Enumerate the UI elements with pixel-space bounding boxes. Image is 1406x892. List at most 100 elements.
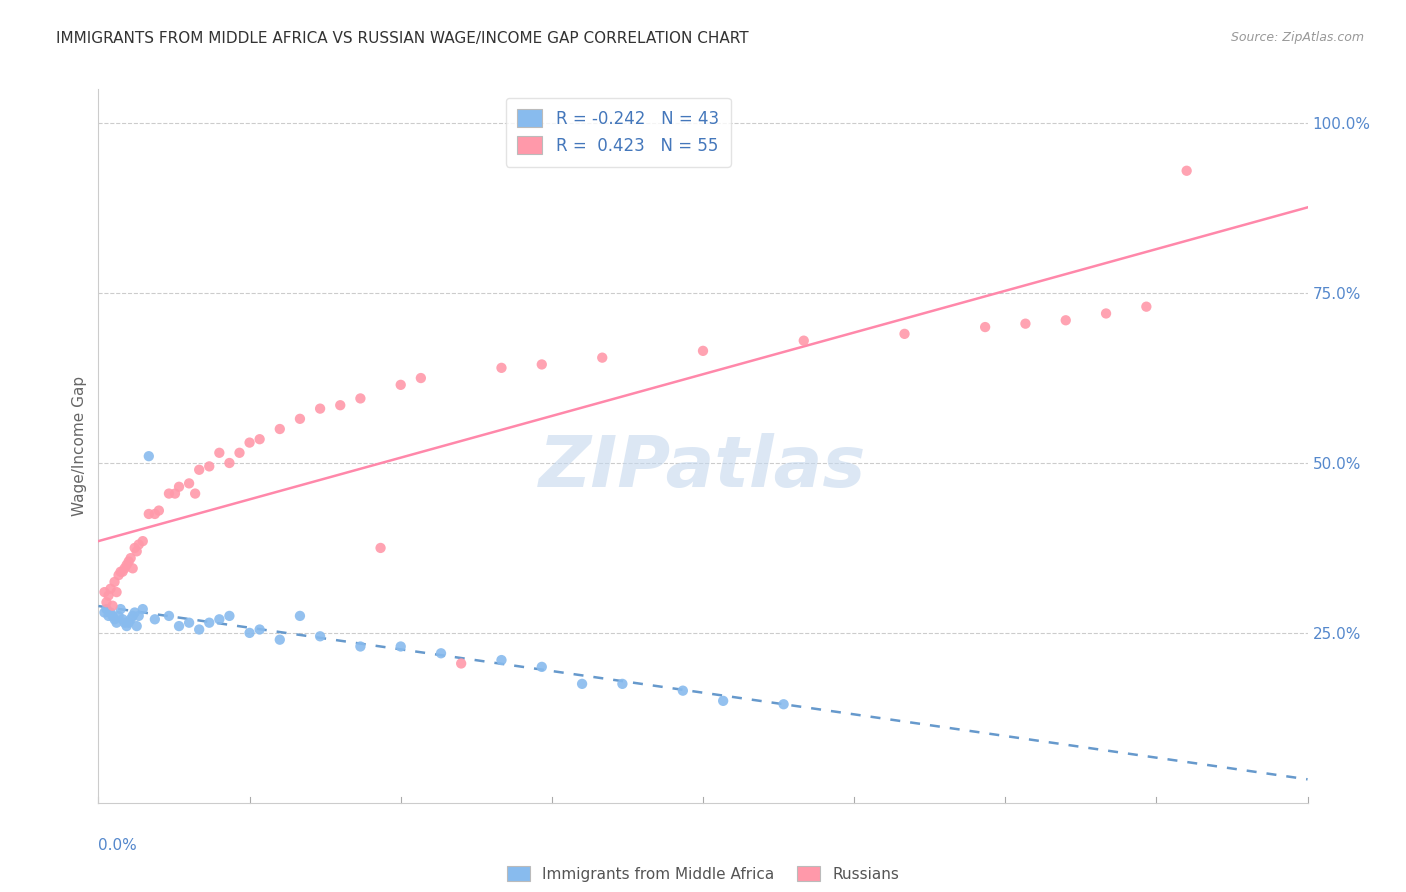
Point	[239, 626, 262, 640]
Text: 0.0%: 0.0%	[98, 838, 138, 854]
Point	[93, 606, 115, 620]
Point	[100, 606, 122, 620]
Point	[167, 619, 190, 633]
Point	[389, 377, 412, 392]
Point	[349, 392, 371, 406]
Point	[1175, 163, 1198, 178]
Point	[288, 412, 311, 426]
Y-axis label: Wage/Income Gap: Wage/Income Gap	[72, 376, 87, 516]
Point	[143, 612, 166, 626]
Point	[110, 602, 132, 616]
Point	[228, 446, 250, 460]
Point	[115, 558, 138, 572]
Point	[118, 555, 141, 569]
Point	[370, 541, 392, 555]
Point	[591, 351, 613, 365]
Point	[1054, 313, 1077, 327]
Point	[974, 320, 997, 334]
Point	[120, 612, 142, 626]
Point	[138, 507, 160, 521]
Point	[711, 694, 734, 708]
Point	[288, 608, 311, 623]
Point	[107, 568, 129, 582]
Point	[571, 677, 593, 691]
Point	[93, 585, 115, 599]
Point	[349, 640, 371, 654]
Point	[96, 595, 118, 609]
Point	[120, 551, 142, 566]
Point	[530, 358, 553, 372]
Point	[239, 435, 262, 450]
Point	[103, 612, 125, 626]
Text: IMMIGRANTS FROM MIDDLE AFRICA VS RUSSIAN WAGE/INCOME GAP CORRELATION CHART: IMMIGRANTS FROM MIDDLE AFRICA VS RUSSIAN…	[56, 31, 749, 46]
Point	[121, 561, 143, 575]
Point	[100, 582, 122, 596]
Point	[1014, 317, 1036, 331]
Point	[530, 660, 553, 674]
Point	[114, 615, 136, 630]
Point	[111, 565, 134, 579]
Point	[163, 486, 186, 500]
Point	[188, 463, 211, 477]
Point	[249, 623, 271, 637]
Point	[107, 608, 129, 623]
Point	[101, 599, 124, 613]
Point	[157, 486, 180, 500]
Point	[105, 615, 128, 630]
Point	[132, 602, 155, 616]
Point	[198, 459, 221, 474]
Point	[121, 608, 143, 623]
Point	[389, 640, 412, 654]
Point	[208, 612, 231, 626]
Point	[269, 632, 291, 647]
Point	[124, 606, 146, 620]
Point	[184, 486, 207, 500]
Point	[491, 360, 513, 375]
Point	[97, 589, 120, 603]
Point	[111, 612, 134, 626]
Point	[118, 615, 141, 630]
Point	[772, 698, 794, 712]
Point	[157, 608, 180, 623]
Point	[269, 422, 291, 436]
Legend: Immigrants from Middle Africa, Russians: Immigrants from Middle Africa, Russians	[501, 860, 905, 888]
Point	[179, 476, 201, 491]
Point	[114, 561, 136, 575]
Point	[125, 544, 148, 558]
Point	[125, 619, 148, 633]
Point	[188, 623, 211, 637]
Point	[672, 683, 695, 698]
Point	[309, 629, 332, 643]
Point	[128, 537, 150, 551]
Point	[409, 371, 432, 385]
Point	[793, 334, 815, 348]
Point	[128, 608, 150, 623]
Point	[249, 432, 271, 446]
Point	[132, 534, 155, 549]
Point	[97, 608, 120, 623]
Point	[143, 507, 166, 521]
Point	[218, 456, 240, 470]
Point	[167, 480, 190, 494]
Point	[101, 608, 124, 623]
Point	[179, 615, 201, 630]
Point	[124, 541, 146, 555]
Point	[329, 398, 352, 412]
Point	[105, 585, 128, 599]
Point	[309, 401, 332, 416]
Point	[208, 446, 231, 460]
Point	[218, 608, 240, 623]
Point	[491, 653, 513, 667]
Point	[1135, 300, 1157, 314]
Point	[103, 574, 125, 589]
Point	[115, 619, 138, 633]
Point	[1095, 306, 1118, 320]
Point	[110, 565, 132, 579]
Point	[148, 503, 170, 517]
Point	[96, 602, 118, 616]
Point	[893, 326, 915, 341]
Point	[138, 449, 160, 463]
Point	[612, 677, 634, 691]
Point	[430, 646, 453, 660]
Point	[450, 657, 472, 671]
